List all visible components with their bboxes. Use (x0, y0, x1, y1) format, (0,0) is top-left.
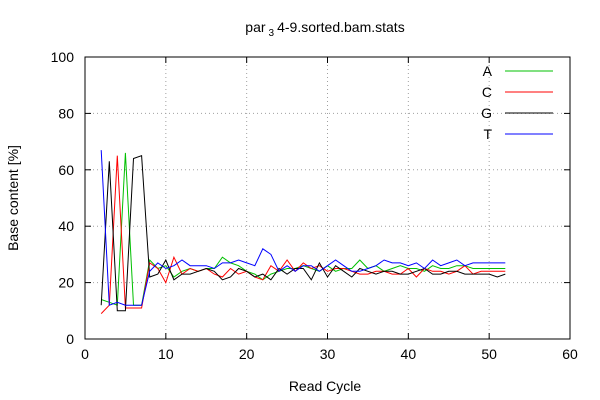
series-line-t (100, 150, 506, 306)
x-axis-label: Read Cycle (289, 378, 362, 394)
y-tick-label: 20 (58, 275, 74, 291)
legend-label-t: T (483, 126, 492, 142)
x-tick-label: 20 (239, 346, 255, 362)
plot-frame (84, 56, 571, 340)
series-line-c (100, 155, 506, 314)
grid-lines (85, 57, 570, 339)
chart-title: par 3 4-9.sorted.bam.stats (245, 19, 404, 39)
x-tick-label: 10 (158, 346, 174, 362)
y-tick-label: 0 (66, 331, 74, 347)
x-tick-label: 40 (401, 346, 417, 362)
series-lines (100, 150, 506, 314)
y-tick-label: 40 (58, 218, 74, 234)
axis-ticks: 0 10 20 30 40 50 60 0 20 40 60 80 100 (51, 49, 578, 362)
y-tick-label: 80 (58, 105, 74, 121)
series-line-g (100, 155, 506, 312)
y-axis-label: Base content [%] (5, 145, 21, 251)
legend-label-c: C (482, 84, 492, 100)
x-tick-label: 0 (81, 346, 89, 362)
legend-label-g: G (481, 105, 492, 121)
x-tick-label: 30 (320, 346, 336, 362)
x-tick-label: 50 (481, 346, 497, 362)
y-tick-label: 100 (51, 49, 75, 65)
y-tick-label: 60 (58, 162, 74, 178)
legend-label-a: A (483, 63, 493, 79)
x-tick-label: 60 (562, 346, 578, 362)
